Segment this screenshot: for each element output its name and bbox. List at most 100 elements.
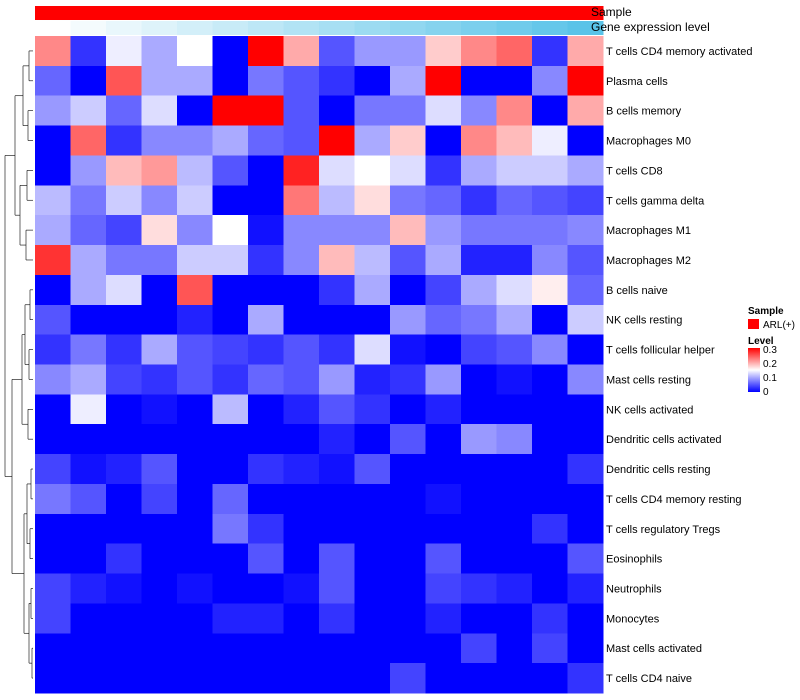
heatmap-cell bbox=[390, 274, 426, 306]
heatmap-cell bbox=[70, 95, 107, 127]
heatmap-cell bbox=[390, 483, 426, 515]
heatmap-cell bbox=[141, 394, 178, 425]
heatmap-cell bbox=[319, 633, 355, 664]
heatmap-cell bbox=[106, 424, 142, 455]
annotation-cell bbox=[532, 6, 568, 20]
heatmap-cell bbox=[567, 663, 604, 694]
heatmap-cell bbox=[532, 185, 568, 216]
heatmap-cell bbox=[354, 36, 391, 67]
heatmap-cell bbox=[354, 483, 391, 515]
heatmap-cell bbox=[567, 364, 604, 395]
heatmap-cell bbox=[248, 334, 284, 365]
column-annotation-bars bbox=[35, 6, 604, 35]
heatmap-cell bbox=[390, 513, 426, 545]
heatmap-cell bbox=[532, 543, 568, 575]
heatmap-cell bbox=[461, 483, 497, 515]
heatmap-cell bbox=[70, 663, 107, 694]
heatmap-cell bbox=[141, 573, 178, 604]
heatmap-cell bbox=[248, 543, 284, 575]
heatmap-cell bbox=[532, 513, 568, 545]
heatmap-cell bbox=[177, 364, 213, 395]
heatmap-cell bbox=[141, 36, 178, 67]
legend-swatch-arl bbox=[748, 319, 759, 329]
heatmap-cell bbox=[532, 304, 568, 336]
heatmap-cell bbox=[567, 65, 604, 97]
heatmap-cell bbox=[319, 663, 355, 694]
heatmap-cell bbox=[283, 125, 320, 156]
heatmap-cell bbox=[141, 424, 178, 455]
heatmap-cell bbox=[212, 543, 249, 575]
heatmap-cell bbox=[141, 155, 178, 186]
row-label: T cells CD4 memory resting bbox=[606, 494, 742, 506]
heatmap-cell bbox=[283, 424, 320, 455]
heatmap-cell bbox=[106, 394, 142, 425]
heatmap-cell bbox=[106, 274, 142, 306]
heatmap-cell bbox=[390, 454, 426, 485]
heatmap-cell bbox=[319, 245, 355, 276]
heatmap-cell bbox=[319, 274, 355, 306]
heatmap-cell bbox=[496, 155, 533, 186]
heatmap-cell bbox=[319, 424, 355, 455]
heatmap-cell bbox=[283, 394, 320, 425]
heatmap-cell bbox=[70, 513, 107, 545]
heatmap-cell bbox=[390, 185, 426, 216]
heatmap-cell bbox=[567, 155, 604, 186]
heatmap-cell bbox=[319, 364, 355, 395]
annotation-cell bbox=[354, 6, 391, 20]
heatmap-cell bbox=[177, 36, 213, 67]
annotation-cell bbox=[70, 6, 107, 20]
heatmap-cell bbox=[425, 364, 462, 395]
row-label: T cells gamma delta bbox=[606, 195, 705, 207]
heatmap-cell bbox=[212, 454, 249, 485]
heatmap-cell bbox=[567, 304, 604, 336]
heatmap-cell bbox=[390, 36, 426, 67]
heatmap-cell bbox=[461, 215, 497, 246]
row-label: Dendritic cells resting bbox=[606, 464, 711, 476]
heatmap-cell bbox=[496, 573, 533, 604]
heatmap-cell bbox=[141, 454, 178, 485]
heatmap-cell bbox=[70, 36, 107, 67]
heatmap-cell bbox=[532, 334, 568, 365]
heatmap-cell bbox=[35, 424, 71, 455]
heatmap-cell bbox=[425, 215, 462, 246]
heatmap-cell bbox=[106, 185, 142, 216]
annotation-cell bbox=[212, 21, 249, 35]
heatmap-cell bbox=[106, 95, 142, 127]
row-label: Neutrophils bbox=[606, 583, 662, 595]
heatmap-cell bbox=[35, 304, 71, 336]
heatmap-cell bbox=[354, 663, 391, 694]
heatmap-cell bbox=[567, 36, 604, 67]
heatmap-cell bbox=[567, 543, 604, 575]
annotation-cell bbox=[35, 6, 71, 20]
annotation-cell bbox=[567, 21, 604, 35]
heatmap-cell bbox=[35, 663, 71, 694]
heatmap-cell bbox=[532, 125, 568, 156]
heatmap-cell bbox=[248, 633, 284, 664]
heatmap-cell bbox=[532, 245, 568, 276]
heatmap-cell bbox=[354, 394, 391, 425]
heatmap-cell bbox=[496, 603, 533, 634]
annotation-cell bbox=[177, 6, 213, 20]
heatmap-cell bbox=[390, 155, 426, 186]
heatmap-cell bbox=[177, 304, 213, 336]
heatmap-cell bbox=[461, 95, 497, 127]
heatmap-cell bbox=[390, 663, 426, 694]
heatmap-cell bbox=[567, 125, 604, 156]
heatmap-cell bbox=[141, 125, 178, 156]
annotation-label-gene-expression: Gene expression level bbox=[591, 20, 710, 34]
heatmap-cell bbox=[496, 65, 533, 97]
annotation-cell bbox=[248, 21, 284, 35]
heatmap-cell bbox=[496, 125, 533, 156]
row-label: Macrophages M1 bbox=[606, 225, 691, 237]
heatmap-cell bbox=[496, 215, 533, 246]
heatmap-cell bbox=[425, 245, 462, 276]
heatmap-cell bbox=[70, 245, 107, 276]
heatmap-cell bbox=[177, 483, 213, 515]
heatmap-cell bbox=[35, 454, 71, 485]
heatmap-cell bbox=[496, 543, 533, 575]
heatmap-cell bbox=[283, 36, 320, 67]
heatmap-cell bbox=[319, 483, 355, 515]
heatmap-cell bbox=[212, 394, 249, 425]
heatmap-cell bbox=[141, 483, 178, 515]
